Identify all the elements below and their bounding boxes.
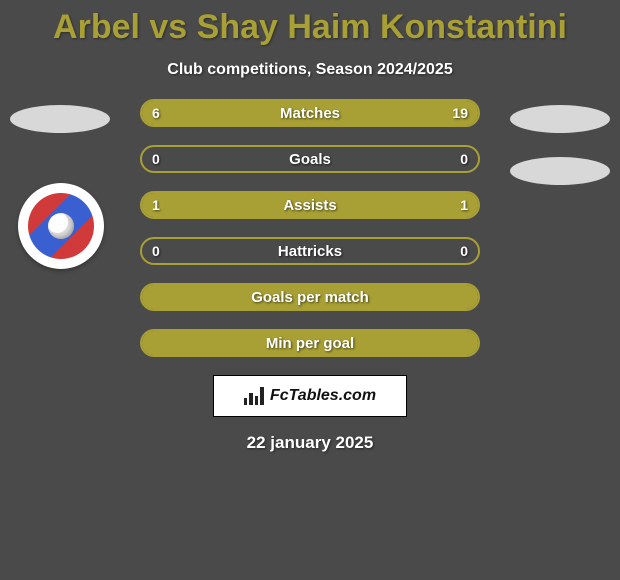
site-badge[interactable]: FcTables.com: [213, 375, 407, 417]
stat-row-min-per-goal: Min per goal: [140, 329, 480, 357]
club-badge-left: [18, 183, 104, 269]
comparison-title: Arbel vs Shay Haim Konstantini: [0, 0, 620, 47]
snapshot-date: 22 january 2025: [0, 433, 620, 453]
stat-label: Goals: [142, 147, 478, 171]
player-left-placeholder: [10, 105, 110, 133]
player-right-placeholder-2: [510, 157, 610, 185]
stat-value-right: 19: [442, 101, 478, 125]
stat-label: Hattricks: [142, 239, 478, 263]
stat-row-goals-per-match: Goals per match: [140, 283, 480, 311]
stat-row-assists: 1 Assists 1: [140, 191, 480, 219]
site-name: FcTables.com: [270, 387, 376, 405]
stat-label: Min per goal: [142, 331, 478, 355]
stat-row-goals: 0 Goals 0: [140, 145, 480, 173]
stat-row-hattricks: 0 Hattricks 0: [140, 237, 480, 265]
stat-row-matches: 6 Matches 19: [140, 99, 480, 127]
stat-value-right: 0: [450, 147, 478, 171]
stat-value-right: 0: [450, 239, 478, 263]
football-icon: [48, 213, 74, 239]
stat-bars: 6 Matches 19 0 Goals 0 1 Assists 1 0 Hat…: [140, 99, 480, 357]
chart-icon: [244, 387, 264, 405]
stat-label: Matches: [142, 101, 478, 125]
player-right-placeholder-1: [510, 105, 610, 133]
comparison-panel: 6 Matches 19 0 Goals 0 1 Assists 1 0 Hat…: [0, 99, 620, 453]
club-badge-icon: [28, 193, 94, 259]
stat-value-right: 1: [450, 193, 478, 217]
stat-label: Assists: [142, 193, 478, 217]
comparison-subtitle: Club competitions, Season 2024/2025: [0, 61, 620, 79]
stat-label: Goals per match: [142, 285, 478, 309]
